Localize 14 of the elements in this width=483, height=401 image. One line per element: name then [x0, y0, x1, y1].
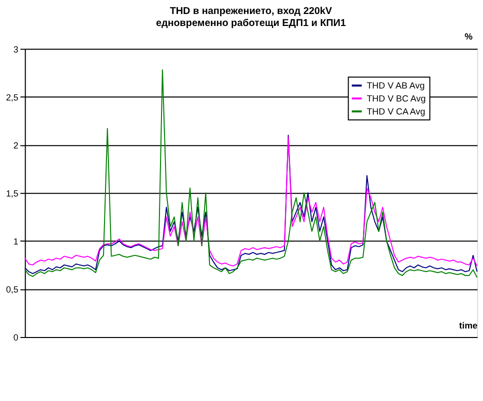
text: едновременно работещи ЕДП1 и КПИ1: [156, 18, 346, 29]
legend-label: THD V CA Avg: [366, 106, 426, 116]
y-tick-label: 3: [13, 44, 18, 54]
y-tick-label: 0: [13, 332, 18, 342]
text: THD в напрежението, вход 220kV: [170, 6, 332, 17]
y-tick-label: 2,5: [6, 92, 18, 102]
legend-label: THD V BC Avg: [366, 93, 426, 104]
y-axis-title: %: [464, 31, 473, 42]
legend-label: THD V AB Avg: [366, 80, 425, 91]
y-tick-label: 1,5: [6, 188, 18, 198]
y-tick-label: 2: [13, 140, 18, 150]
x-axis-title: time: [459, 320, 478, 331]
y-tick-label: 1: [13, 236, 18, 246]
y-tick-label: 0,5: [6, 284, 18, 294]
